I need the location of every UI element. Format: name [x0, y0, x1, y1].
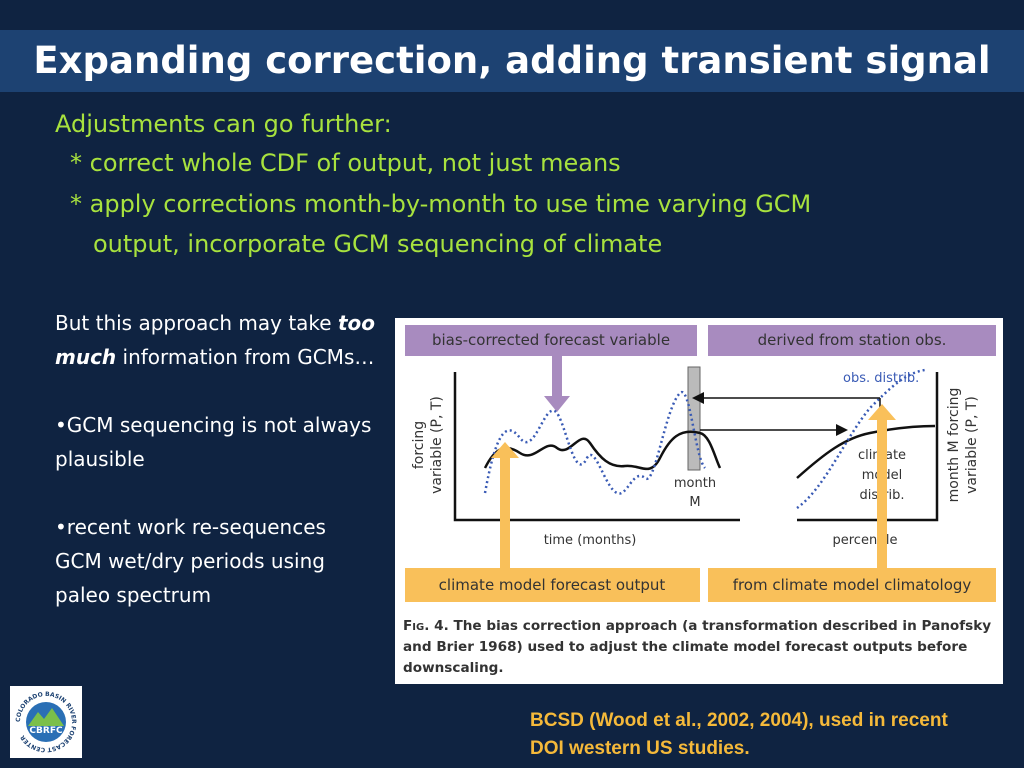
caption-label: Fig. 4.: [403, 618, 449, 634]
arrow: [500, 456, 510, 568]
intro-line: * apply corrections month-by-month to us…: [70, 190, 812, 218]
month-label: month: [674, 476, 716, 491]
emphasis: too much: [55, 311, 376, 369]
arrow: [552, 356, 562, 398]
axes: [797, 372, 939, 522]
axis-label: variable (P, T): [429, 396, 445, 494]
orange-box: [708, 568, 996, 602]
axis-label: percentile: [832, 533, 897, 548]
box-label: derived from station obs.: [758, 331, 947, 349]
arrow: [877, 418, 887, 568]
box-label: from climate model climatology: [733, 576, 972, 594]
purple-box: [405, 325, 697, 356]
bullet: •GCM sequencing is not always plausible: [55, 413, 372, 471]
obs-cdf: [796, 368, 926, 510]
arrow: [868, 404, 896, 420]
axis-label: month M forcing: [946, 388, 962, 503]
logo: COLORADO BASIN RIVER FORECAST CENTER CBR…: [10, 686, 82, 758]
text: information from GCMs…: [122, 345, 375, 369]
purple-box: [708, 325, 996, 356]
figure: bias-corrected forecast variable derived…: [395, 318, 1003, 684]
arrow: [491, 442, 519, 458]
logo-mountains: [28, 708, 64, 726]
figure-diagram: bias-corrected forecast variable derived…: [405, 325, 996, 602]
title-bar: [0, 30, 1024, 92]
axis-label: variable (P, T): [964, 396, 980, 494]
logo-label: CBRFC: [29, 726, 63, 736]
model-cdf: [796, 424, 936, 479]
caption-text: The bias correction approach (a transfor…: [403, 618, 992, 676]
box-label: bias-corrected forecast variable: [432, 331, 670, 349]
intro-line: * correct whole CDF of output, not just …: [70, 149, 621, 177]
lead-paragraph: But this approach may take too much info…: [55, 306, 377, 374]
bullet: •recent work re-sequences GCM wet/dry pe…: [55, 515, 326, 607]
model-curve: [483, 430, 722, 471]
month-label: M: [689, 495, 700, 510]
arrow: [544, 396, 570, 412]
obs-curve: [483, 391, 707, 495]
axes: [453, 372, 740, 522]
intro-line: output, incorporate GCM sequencing of cl…: [93, 230, 663, 258]
figure-caption: Fig. 4. The bias correction approach (a …: [403, 616, 999, 679]
box-label: climate model forecast output: [439, 576, 666, 594]
footnote: BCSD (Wood et al., 2002, 2004), used in …: [530, 710, 948, 759]
text: But this approach may take: [55, 311, 332, 335]
axis-label: forcing: [411, 421, 427, 469]
obs-label: obs. distrib.: [843, 371, 919, 386]
intro-line: Adjustments can go further:: [55, 110, 392, 138]
logo-graphic: COLORADO BASIN RIVER FORECAST CENTER CBR…: [15, 691, 77, 753]
axis-label: time (months): [544, 533, 637, 548]
orange-box: [405, 568, 700, 602]
left-text: But this approach may take too much info…: [55, 306, 377, 646]
slide-title: Expanding correction, adding transient s…: [33, 39, 991, 82]
